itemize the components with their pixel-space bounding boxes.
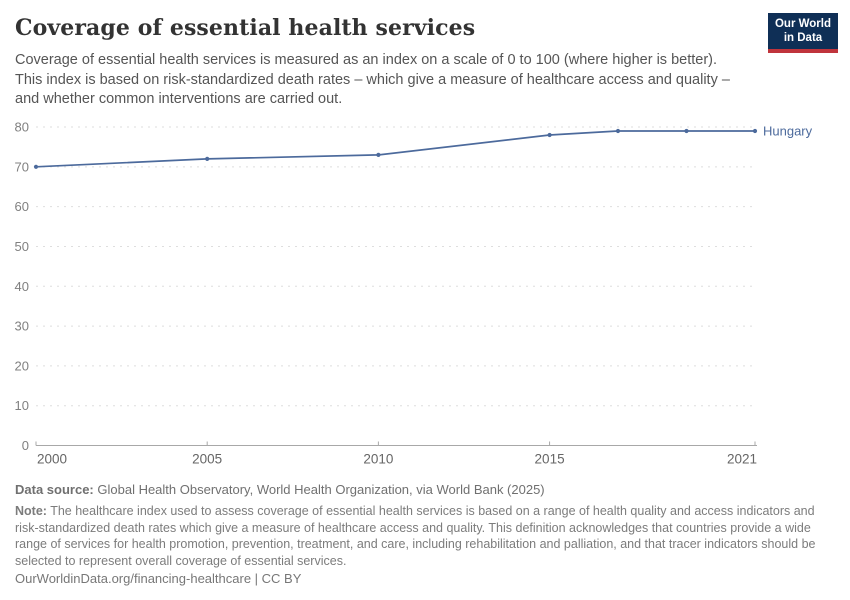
chart-subtitle: Coverage of essential health services is… (15, 51, 730, 110)
y-tick-label: 70 (15, 159, 29, 174)
note-label: Note: (15, 504, 47, 518)
chart-svg[interactable]: 0 10 20 30 40 50 60 70 80 2000 2005 2010 2015 2021 Hun… (0, 0, 850, 480)
subtitle-line: This index is based on risk-standardized… (15, 71, 730, 88)
subtitle-line: and whether common interventions are car… (15, 91, 343, 107)
data-source-line: Data source: Global Health Observatory, … (15, 482, 545, 497)
data-point-marker[interactable] (33, 164, 39, 169)
data-point-marker[interactable] (684, 128, 689, 134)
data-point-marker[interactable] (205, 156, 210, 161)
y-tick-label: 60 (15, 199, 29, 214)
x-tick-label: 2005 (192, 452, 222, 467)
data-source-label: Data source: (15, 482, 94, 497)
owid-logo[interactable]: Our World in Data (768, 13, 838, 53)
y-tick-label: 40 (15, 279, 29, 294)
x-tick-label: 2015 (535, 452, 565, 467)
data-source-text: Global Health Observatory, World Health … (97, 482, 545, 497)
y-tick-label: 20 (15, 358, 29, 373)
y-tick-label: 80 (15, 120, 29, 135)
citation-link[interactable]: OurWorldinData.org/financing-healthcare … (15, 571, 302, 586)
page-title: Coverage of essential health services (15, 15, 476, 41)
data-point-marker[interactable] (547, 132, 552, 138)
y-tick-label: 0 (22, 438, 29, 453)
series-end-label[interactable]: Hungary (763, 123, 813, 138)
x-tick-label: 2021 (727, 452, 757, 467)
owid-logo-line2: in Data (783, 31, 823, 44)
data-point-marker[interactable] (376, 152, 381, 157)
y-tick-label: 50 (15, 239, 29, 254)
y-tick-label: 30 (15, 319, 29, 334)
series-line[interactable] (35, 130, 755, 168)
note-line: Note: The healthcare index used to asses… (15, 503, 835, 569)
data-point-marker[interactable] (615, 128, 621, 134)
owid-logo-line1: Our World (774, 18, 831, 30)
x-tick-label: 2010 (363, 452, 393, 467)
note-text: The healthcare index used to assess cove… (15, 504, 816, 568)
data-point-marker[interactable] (752, 128, 758, 134)
subtitle-line: Coverage of essential health services is… (15, 52, 718, 68)
y-tick-label: 10 (15, 398, 29, 413)
x-tick-label: 2000 (37, 452, 67, 467)
